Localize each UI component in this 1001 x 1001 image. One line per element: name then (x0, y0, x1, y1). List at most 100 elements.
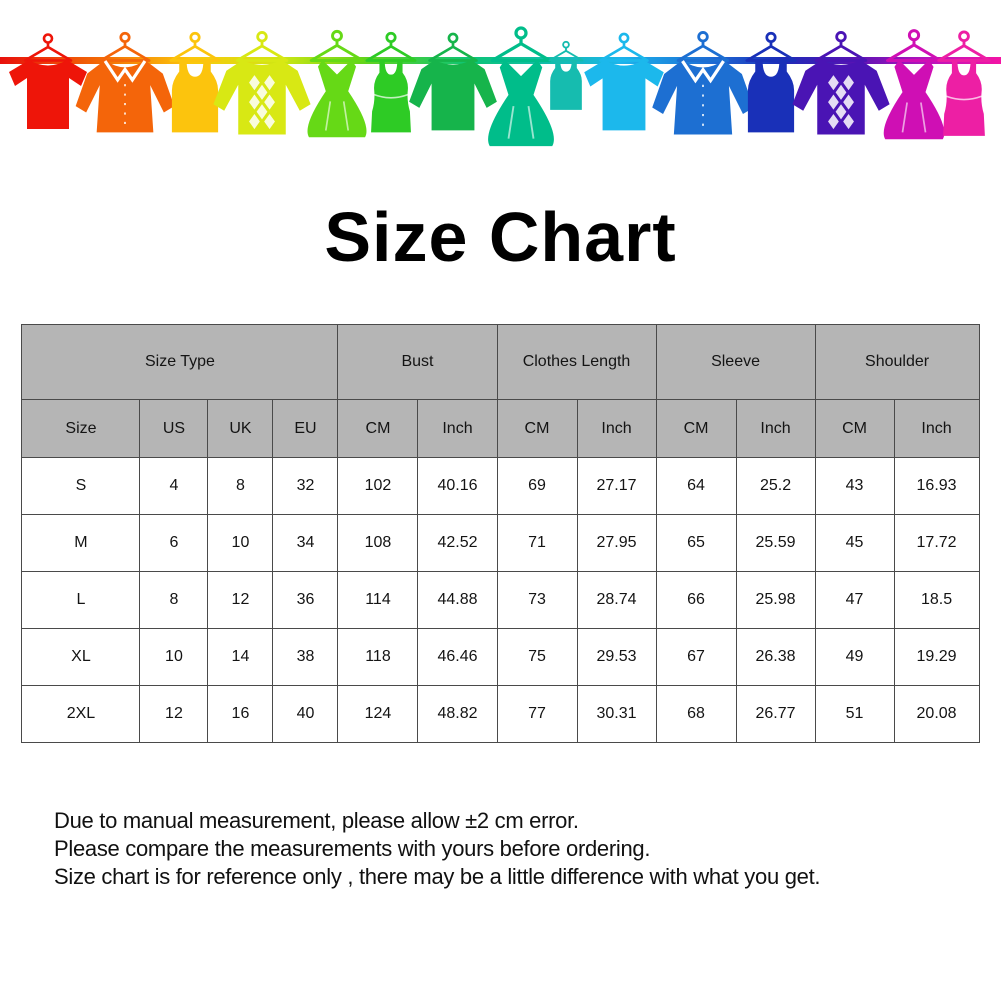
shirt-icon (74, 31, 176, 134)
size-cell: 49 (814, 628, 895, 686)
size-cell: 16.93 (893, 457, 980, 515)
camisole-icon (365, 31, 417, 134)
group-header: Sleeve (655, 324, 816, 400)
size-cell: 48.82 (417, 685, 498, 743)
column-header: Size (21, 399, 141, 458)
size-cell: 8 (139, 571, 209, 629)
size-cell: 12 (207, 571, 274, 629)
table-row: S 4 8 32 102 40.16 69 27.17 64 25.2 43 16.93 (21, 457, 980, 515)
column-header: Inch (417, 399, 498, 458)
size-cell: 26.38 (735, 628, 816, 686)
flared-dress-icon (486, 26, 556, 148)
column-header: CM (814, 399, 895, 458)
shirt-icon (650, 30, 756, 137)
footer-notes: Due to manual measurement, please allow … (54, 807, 1001, 891)
size-cell: 4 (139, 457, 209, 515)
column-header: Inch (735, 399, 816, 458)
size-cell: 30.31 (576, 685, 657, 743)
size-cell: 29.53 (576, 628, 657, 686)
size-cell: 18.5 (893, 571, 980, 629)
size-cell: 124 (337, 685, 419, 743)
tshirt-icon (7, 33, 89, 131)
group-header: Size Type (21, 324, 339, 400)
longsleeve-tee-icon (407, 32, 499, 132)
table-row: 2XL 12 16 40 124 48.82 77 30.31 68 26.77 51 20.08 (21, 685, 980, 743)
size-cell: 75 (496, 628, 578, 686)
size-cell: 102 (337, 457, 419, 515)
size-cell: 118 (337, 628, 419, 686)
column-header: CM (655, 399, 737, 458)
size-cell: 12 (139, 685, 209, 743)
size-cell: 6 (139, 514, 209, 572)
size-cell: 40 (272, 685, 339, 743)
clothes-banner (0, 0, 1001, 170)
size-cell: 77 (496, 685, 578, 743)
size-cell: 19.29 (893, 628, 980, 686)
size-cell: 28.74 (576, 571, 657, 629)
size-cell: 27.17 (576, 457, 657, 515)
size-cell: S (21, 457, 141, 515)
size-cell: 36 (272, 571, 339, 629)
size-cell: XL (21, 628, 141, 686)
size-cell: 73 (496, 571, 578, 629)
size-cell: 64 (655, 457, 737, 515)
column-header: EU (272, 399, 339, 458)
flared-dress-icon (882, 29, 946, 141)
size-cell: 17.72 (893, 514, 980, 572)
size-cell: 10 (207, 514, 274, 572)
size-cell: 16 (207, 685, 274, 743)
size-cell: 8 (207, 457, 274, 515)
size-cell: 67 (655, 628, 737, 686)
size-cell: 114 (337, 571, 419, 629)
column-header: Inch (576, 399, 657, 458)
size-cell: 51 (814, 685, 895, 743)
size-cell: 26.77 (735, 685, 816, 743)
size-cell: 25.98 (735, 571, 816, 629)
group-header: Clothes Length (496, 324, 657, 400)
size-cell: 10 (139, 628, 209, 686)
size-cell: 25.59 (735, 514, 816, 572)
size-cell: 66 (655, 571, 737, 629)
size-cell: 43 (814, 457, 895, 515)
column-header: Inch (893, 399, 980, 458)
footer-note-line-1: Due to manual measurement, please allow … (54, 808, 579, 833)
footer-note-line-2: Please compare the measurements with you… (54, 836, 651, 861)
argyle-sweater-icon (790, 31, 892, 136)
clothes-banner-svg (0, 26, 1001, 148)
dress-icon (306, 29, 368, 139)
page-title: Size Chart (324, 198, 677, 276)
size-cell: 34 (272, 514, 339, 572)
size-cell: 45 (814, 514, 895, 572)
tank-top-icon (169, 31, 221, 134)
size-cell: 71 (496, 514, 578, 572)
size-chart-table: Size Type Bust Clothes Length Sleeve Shoulde… (21, 324, 980, 743)
size-cell: 27.95 (576, 514, 657, 572)
size-cell: 47 (814, 571, 895, 629)
tshirt-icon (582, 32, 666, 132)
size-cell: 32 (272, 457, 339, 515)
table-row: XL 10 14 38 118 46.46 75 29.53 67 26.38 49 19.29 (21, 628, 980, 686)
column-header: CM (337, 399, 419, 458)
size-cell: 25.2 (735, 457, 816, 515)
size-cell: 2XL (21, 685, 141, 743)
column-header: US (139, 399, 209, 458)
argyle-sweater-icon (211, 31, 313, 136)
size-cell: 69 (496, 457, 578, 515)
size-cell: 108 (337, 514, 419, 572)
footer-note-line-3: Size chart is for reference only , there… (54, 864, 821, 889)
camisole-icon (937, 30, 991, 138)
column-header: UK (207, 399, 274, 458)
size-cell: 65 (655, 514, 737, 572)
group-header: Shoulder (814, 324, 980, 400)
size-cell: 44.88 (417, 571, 498, 629)
size-cell: 40.16 (417, 457, 498, 515)
size-cell: 14 (207, 628, 274, 686)
tank-top-icon (745, 31, 797, 134)
size-cell: L (21, 571, 141, 629)
size-cell: 20.08 (893, 685, 980, 743)
size-cell: 42.52 (417, 514, 498, 572)
size-cell: 46.46 (417, 628, 498, 686)
size-cell: 68 (655, 685, 737, 743)
table-row: M 6 10 34 108 42.52 71 27.95 65 25.59 45 17.72 (21, 514, 980, 572)
mini-tank-icon (548, 40, 584, 111)
